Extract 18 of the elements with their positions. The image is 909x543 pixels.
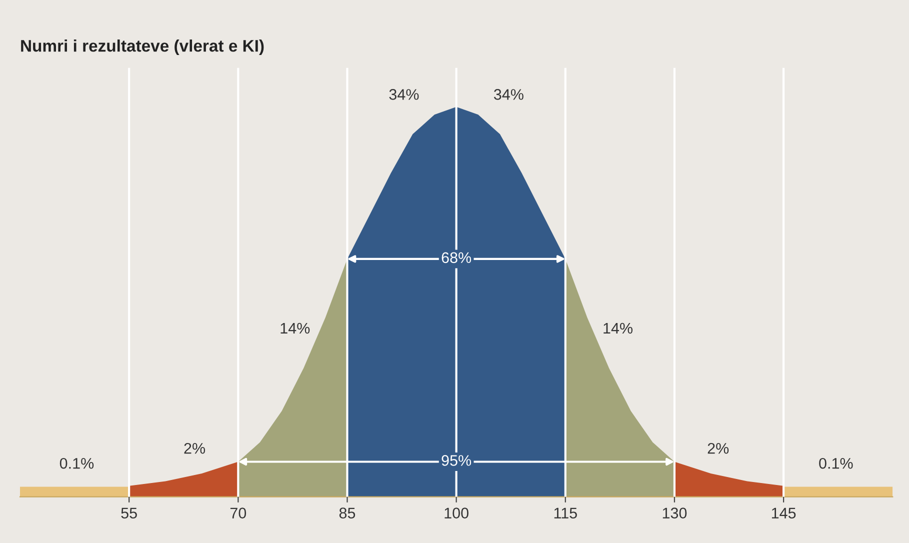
x-tick-label: 100 <box>444 508 468 518</box>
annotation: 14% <box>604 322 632 334</box>
x-tick-label: 55 <box>121 508 137 518</box>
text: 34% <box>389 89 419 100</box>
annotation: 14% <box>280 322 310 334</box>
x-tick-label: 85 <box>339 508 356 518</box>
annotation: 2% <box>184 442 206 454</box>
annotation: 68% <box>442 252 472 264</box>
annotation: 0.1% <box>819 458 853 469</box>
x-tick-label: 130 <box>662 508 687 518</box>
x-tick-label: 70 <box>230 508 246 518</box>
annotation: 0.1% <box>60 458 94 469</box>
text: 34% <box>494 89 524 100</box>
x-tick-label: 145 <box>772 508 796 518</box>
x-tick-label: 115 <box>554 508 577 518</box>
annotation: 95% <box>442 455 472 466</box>
chart-title: Numri i rezultateve (vlerat e KI) <box>21 40 264 56</box>
annotation: 2% <box>708 442 729 454</box>
